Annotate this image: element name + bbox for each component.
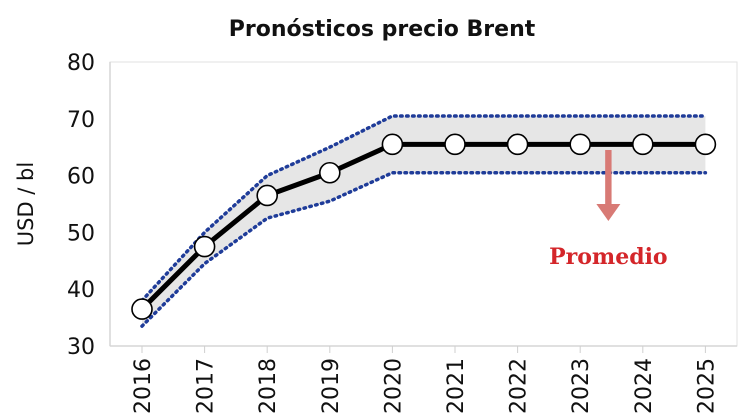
x-tick-label: 2025 — [694, 358, 719, 414]
y-tick-label: 80 — [67, 51, 95, 76]
central-forecast-line — [140, 141, 706, 311]
y-tick-label: 60 — [67, 165, 95, 190]
x-tick-label: 2016 — [131, 358, 156, 414]
data-point — [444, 133, 466, 156]
x-tick-label: 2019 — [319, 358, 344, 414]
data-point — [694, 133, 717, 156]
y-tick-label: 30 — [67, 335, 95, 360]
forecast-range-band — [142, 115, 706, 327]
data-point — [193, 235, 216, 258]
data-point — [631, 133, 654, 156]
x-tick-label: 2024 — [632, 358, 657, 414]
series-markers — [131, 133, 717, 320]
y-tick-label: 40 — [67, 278, 95, 303]
y-axis-label: USD / bl — [14, 162, 38, 246]
x-tick-label: 2022 — [507, 358, 532, 414]
data-point — [131, 298, 153, 320]
promedio-label: Promedio — [549, 244, 668, 270]
plot-area — [109, 61, 738, 347]
x-tick-label: 2017 — [194, 358, 219, 414]
data-point — [506, 133, 529, 156]
x-tick-label: 2021 — [444, 358, 469, 414]
data-point — [256, 184, 279, 207]
chart-title: Pronósticos precio Brent — [229, 17, 536, 42]
down-arrow-icon — [596, 150, 621, 222]
x-tick-label: 2023 — [569, 358, 594, 414]
data-point — [318, 161, 341, 184]
data-point — [381, 133, 404, 156]
y-tick-label: 50 — [67, 221, 95, 246]
upper-bound-line — [140, 114, 708, 303]
x-tick-label: 2018 — [256, 358, 281, 414]
x-tick-label: 2020 — [381, 358, 406, 414]
data-point — [569, 133, 592, 156]
x-tick-labels: 2016 2017 2018 2019 2020 2021 2022 2023 2024 2025 — [131, 346, 719, 414]
y-tick-label: 70 — [67, 108, 95, 133]
y-tick-labels: 30 40 50 60 70 80 — [67, 51, 95, 360]
annotation-group: Promedio — [549, 150, 668, 270]
